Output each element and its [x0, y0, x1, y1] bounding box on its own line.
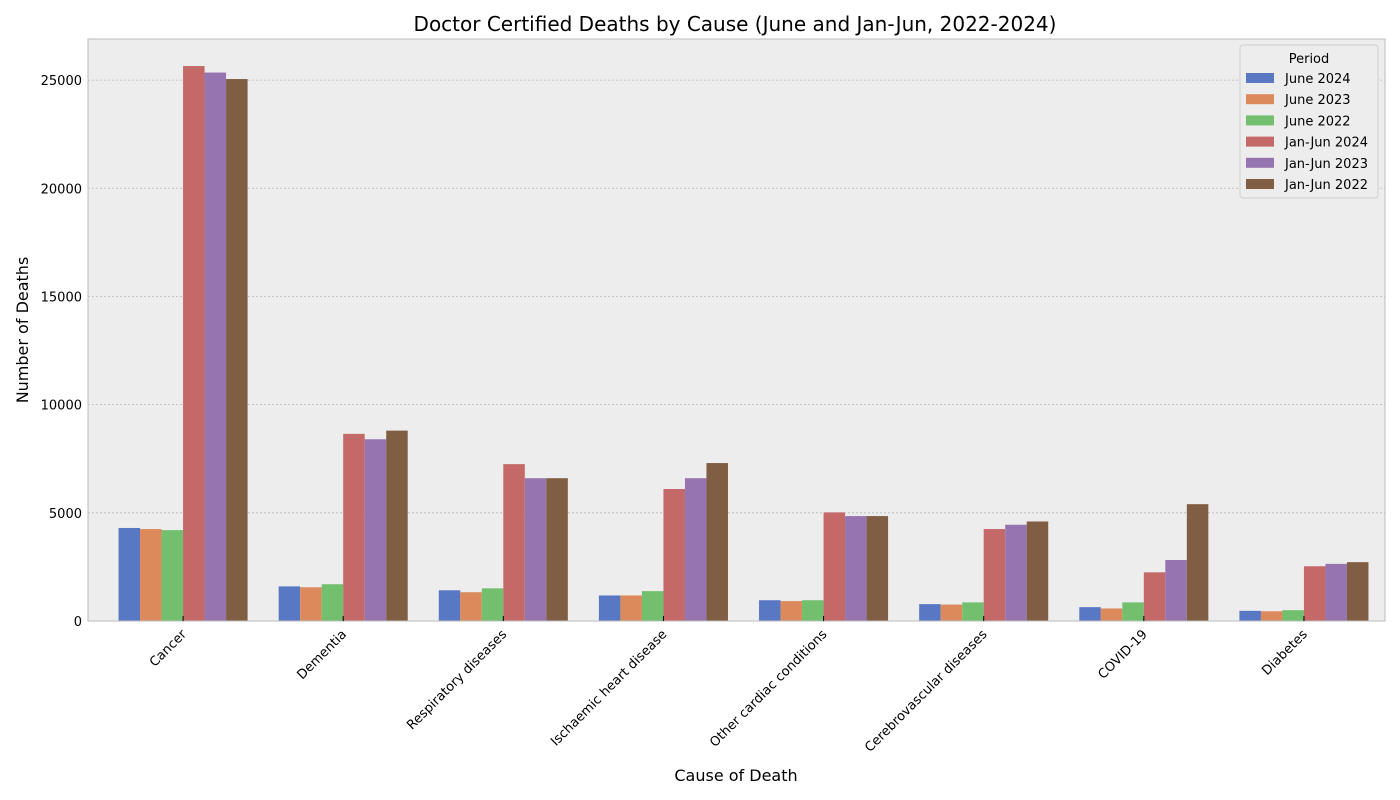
plot-frame — [87, 38, 1386, 622]
bar-jan-jun-2022-dementia — [386, 430, 408, 621]
bar-jan-jun-2023-respiratory-diseases — [524, 478, 547, 621]
legend-swatch — [1246, 136, 1274, 147]
legend-label: Jan-Jun 2023 — [1284, 157, 1368, 172]
bar-june-2023-dementia — [300, 587, 322, 621]
bar-jan-jun-2022-diabetes — [1346, 562, 1369, 621]
bar-june-2022-cerebrovascular-diseases — [962, 602, 984, 621]
x-tick-label: Other cardiac conditions — [707, 627, 830, 750]
x-axis-ticks: Cancer Dementia Respiratory diseases Ischae… — [147, 616, 1311, 756]
bar-june-2024-ischaemic-heart-disease — [598, 595, 621, 621]
legend-label: June 2024 — [1284, 72, 1351, 87]
bar-jan-jun-2023-cancer — [204, 72, 227, 622]
bar-june-2024-cerebrovascular-diseases — [919, 604, 941, 621]
bar-jan-jun-2024-respiratory-diseases — [503, 464, 525, 621]
y-tick-label: 10000 — [41, 399, 82, 414]
legend-label: June 2023 — [1284, 93, 1351, 108]
bar-jan-jun-2024-diabetes — [1303, 566, 1326, 621]
bar-jan-jun-2024-cancer — [183, 66, 205, 622]
bar-june-2022-respiratory-diseases — [481, 588, 504, 621]
y-tick-label: 15000 — [41, 290, 82, 305]
bar-jan-jun-2024-other-cardiac-conditions — [823, 512, 846, 621]
bar-june-2022-ischaemic-heart-disease — [641, 591, 664, 621]
bar-jan-jun-2024-dementia — [343, 433, 365, 621]
bar-june-2024-covid-19 — [1079, 607, 1101, 621]
legend-swatch — [1246, 73, 1274, 83]
bar-june-2024-other-cardiac-conditions — [759, 600, 781, 621]
bar-june-2023-diabetes — [1260, 611, 1283, 621]
bar-jan-jun-2023-diabetes — [1325, 563, 1347, 621]
bar-june-2024-dementia — [278, 586, 301, 621]
legend-label: Jan-Jun 2022 — [1284, 178, 1368, 193]
bar-jan-jun-2024-ischaemic-heart-disease — [663, 489, 685, 621]
bar-june-2022-other-cardiac-conditions — [802, 600, 824, 621]
bar-jan-jun-2022-cerebrovascular-diseases — [1026, 521, 1049, 621]
x-tick-label: Ischaemic heart disease — [548, 627, 670, 749]
x-tick-label: Cancer — [147, 627, 190, 670]
x-tick-label: Cerebrovascular diseases — [862, 627, 990, 755]
bar-june-2022-dementia — [321, 584, 344, 621]
bar-jan-jun-2022-cancer — [226, 79, 248, 621]
bar-june-2023-respiratory-diseases — [460, 592, 482, 621]
bar-june-2023-covid-19 — [1100, 608, 1123, 621]
legend-swatch — [1246, 157, 1274, 168]
x-axis-label: Cause of Death — [674, 766, 797, 785]
legend-box — [1239, 44, 1379, 199]
bar-june-2023-cerebrovascular-diseases — [940, 604, 963, 621]
bar-june-2022-diabetes — [1282, 610, 1304, 621]
bar-jan-jun-2023-covid-19 — [1165, 559, 1187, 621]
bar-jan-jun-2022-covid-19 — [1186, 504, 1209, 621]
x-tick-label: Respiratory diseases — [404, 627, 510, 733]
legend-label: June 2022 — [1284, 114, 1351, 129]
bar-jan-jun-2022-respiratory-diseases — [546, 478, 568, 621]
y-tick-label: 5000 — [49, 507, 82, 522]
x-tick-label: COVID-19 — [1095, 627, 1150, 682]
bars — [118, 66, 1369, 622]
y-tick-label: 20000 — [41, 182, 82, 197]
legend-swatch — [1246, 179, 1274, 189]
y-tick-label: 0 — [74, 615, 82, 630]
legend-swatch — [1246, 94, 1274, 105]
y-axis-ticks: 0 5000 10000 15000 20000 25000 — [41, 74, 82, 630]
bar-june-2022-cancer — [161, 530, 184, 621]
bar-jan-jun-2023-ischaemic-heart-disease — [684, 478, 707, 621]
legend: Period June 2024 June 2023 June 2022 Jan-Ju… — [1239, 44, 1379, 199]
legend-title: Period — [1289, 52, 1330, 67]
x-tick-label: Diabetes — [1259, 627, 1311, 679]
bar-june-2023-other-cardiac-conditions — [780, 601, 803, 621]
bar-jan-jun-2024-covid-19 — [1143, 572, 1166, 621]
bar-june-2023-ischaemic-heart-disease — [620, 595, 642, 621]
legend-items: June 2024 June 2023 June 2022 Jan-Jun 2024 J… — [1246, 72, 1368, 193]
bar-june-2024-cancer — [118, 527, 141, 621]
y-tick-label: 25000 — [41, 74, 82, 89]
bar-jan-jun-2022-ischaemic-heart-disease — [706, 463, 728, 621]
bar-jan-jun-2024-cerebrovascular-diseases — [983, 529, 1006, 621]
x-tick-label: Dementia — [294, 627, 350, 683]
bar-jan-jun-2023-cerebrovascular-diseases — [1005, 524, 1027, 621]
bar-jan-jun-2023-dementia — [364, 439, 387, 621]
y-axis-label: Number of Deaths — [13, 257, 32, 404]
bar-june-2022-covid-19 — [1122, 602, 1144, 621]
plot-background — [88, 39, 1385, 621]
legend-swatch — [1246, 115, 1274, 126]
bar-jan-jun-2023-other-cardiac-conditions — [845, 516, 867, 621]
bar-june-2024-respiratory-diseases — [438, 590, 461, 621]
legend-label: Jan-Jun 2024 — [1284, 136, 1368, 151]
bar-june-2023-cancer — [140, 529, 162, 621]
bar-june-2024-diabetes — [1239, 610, 1261, 621]
grid-lines — [88, 79, 1385, 514]
bar-jan-jun-2022-other-cardiac-conditions — [866, 516, 889, 621]
chart-title: Doctor Certified Deaths by Cause (June a… — [414, 12, 1057, 36]
